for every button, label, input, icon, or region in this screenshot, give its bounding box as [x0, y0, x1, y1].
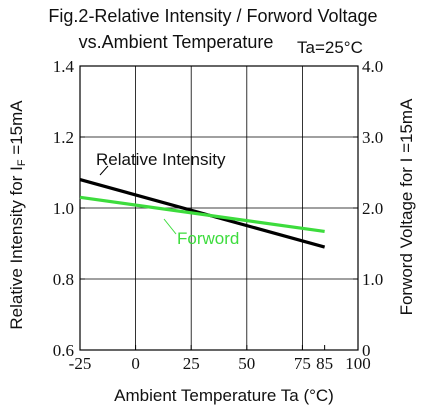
y-axis-left-label-tail: =15mA [7, 100, 26, 160]
y-left-tick-label: 1.0 [53, 199, 74, 218]
y-left-tick-label: 1.2 [53, 128, 74, 147]
ticks [79, 65, 359, 351]
x-tick-label: 100 [345, 354, 371, 373]
y-right-tick-label: 2.0 [362, 199, 383, 218]
x-tick-label: 75 [294, 354, 311, 373]
relative-intensity-leader [99, 165, 109, 176]
grid [80, 66, 358, 350]
y-left-tick-label: 0.6 [53, 341, 74, 360]
y-right-tick-label: 3.0 [362, 128, 383, 147]
y-axis-left-label-sub: F [16, 159, 28, 166]
y-axis-right-label: Forword Voltage for I =15mA [397, 98, 416, 316]
y-left-tick-label: 1.4 [53, 57, 75, 76]
y-axis-left-label-main: Relative Intensity for I [7, 166, 26, 329]
y-right-tick-label: 0 [362, 341, 371, 360]
forword-annotation: Forword [177, 229, 239, 248]
x-tick-label: 25 [183, 354, 200, 373]
chart-title-line2: vs.Ambient Temperature [79, 32, 274, 52]
series-line-forword [79, 195, 325, 234]
x-tick-label: -25 [69, 354, 92, 373]
y-axis-left-label: Relative Intensity for IF =15mA [7, 100, 28, 330]
relative-intensity-annotation: Relative Intensity [96, 150, 226, 169]
chart-title-line1: Fig.2-Relative Intensity / Forword Volta… [48, 6, 377, 26]
y-right-tick-label: 4.0 [362, 57, 383, 76]
x-tick-label: 0 [131, 354, 140, 373]
x-tick-label: 50 [238, 354, 255, 373]
y-right-tick-label: 1.0 [362, 270, 383, 289]
series [79, 178, 326, 249]
x-axis-label: Ambient Temperature Ta (°C) [114, 386, 334, 405]
tick-labels: -25 0 25 50 75 85 100 0.6 0.8 1.0 1.2 1.4 0 1.0 2.0 3.0… [53, 57, 384, 373]
forword-leader [163, 218, 177, 235]
condition-label: Ta=25°C [297, 38, 363, 57]
x-tick-label: 85 [316, 354, 333, 373]
y-left-tick-label: 0.8 [53, 270, 74, 289]
